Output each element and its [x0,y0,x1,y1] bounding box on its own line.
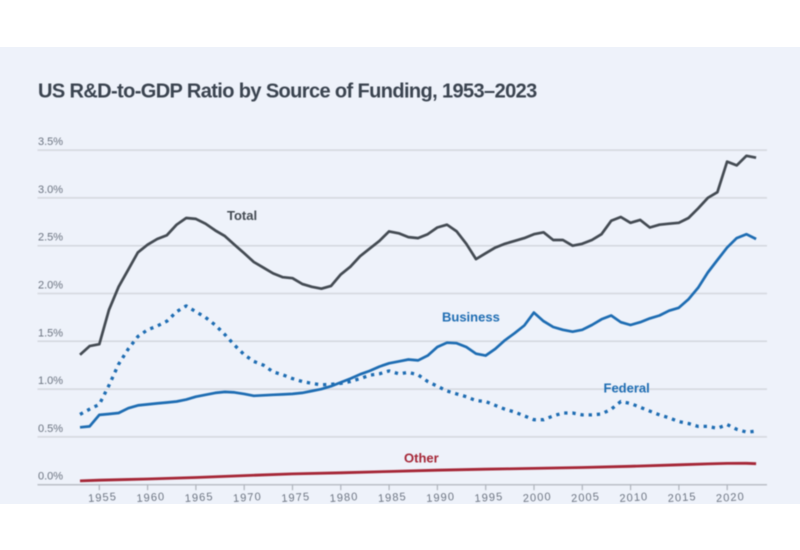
svg-text:Other: Other [404,451,439,466]
svg-text:1975: 1975 [281,491,311,505]
svg-text:3.5%: 3.5% [38,136,63,148]
svg-text:2020: 2020 [716,491,746,505]
svg-text:1960: 1960 [136,491,166,505]
svg-text:1.5%: 1.5% [38,327,63,339]
svg-text:0.5%: 0.5% [38,423,63,435]
svg-text:2005: 2005 [571,491,601,505]
svg-text:Business: Business [442,310,500,325]
svg-text:2.0%: 2.0% [38,280,63,292]
svg-text:US R&D-to-GDP Ratio by Source: US R&D-to-GDP Ratio by Source of Funding… [38,80,537,102]
svg-text:Total: Total [227,208,257,223]
svg-text:1965: 1965 [184,491,214,505]
svg-text:2000: 2000 [522,491,552,505]
svg-text:1.0%: 1.0% [38,375,63,387]
svg-text:2010: 2010 [619,491,649,505]
svg-text:1980: 1980 [329,491,359,505]
svg-text:1990: 1990 [426,491,456,505]
svg-text:1985: 1985 [378,491,408,505]
svg-text:1995: 1995 [474,491,504,505]
svg-text:2015: 2015 [667,491,697,505]
svg-text:2.5%: 2.5% [38,232,63,244]
svg-text:0.0%: 0.0% [38,471,63,483]
svg-text:1970: 1970 [233,491,263,505]
svg-text:1955: 1955 [88,491,118,505]
svg-text:3.0%: 3.0% [38,184,63,196]
svg-text:Federal: Federal [604,381,650,396]
